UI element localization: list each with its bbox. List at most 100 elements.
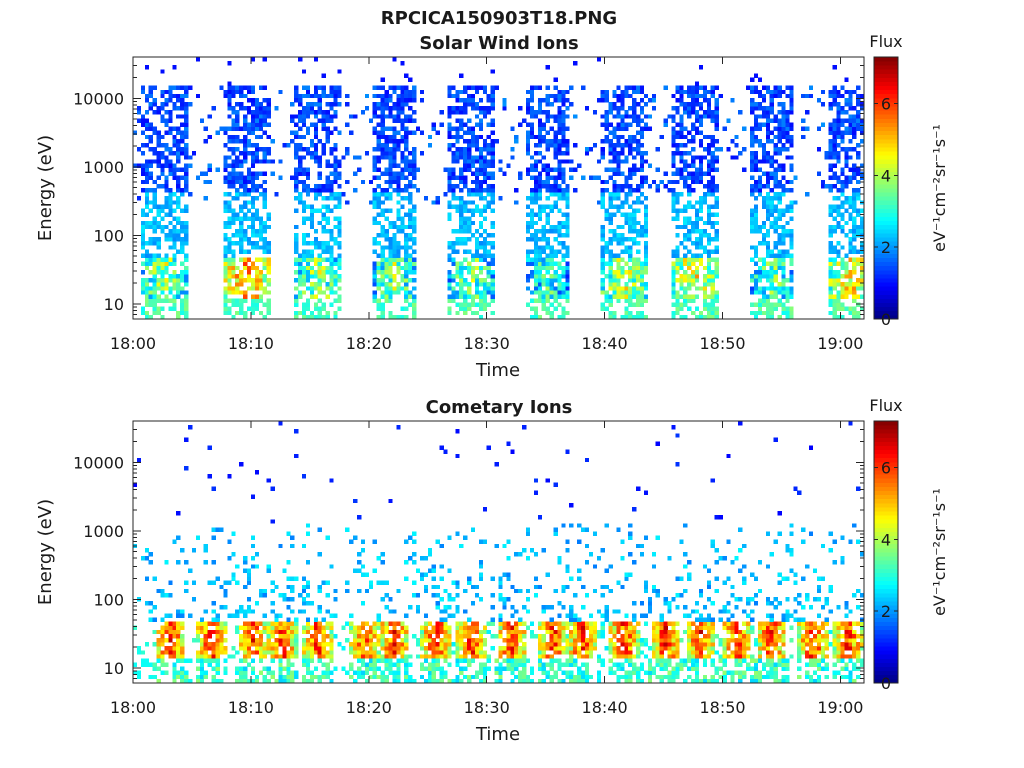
heatmap-cell [309,265,315,271]
heatmap-cell [243,294,248,299]
heatmap-cell [628,273,633,279]
heatmap-cell [243,674,248,680]
heatmap-cell [243,290,248,295]
heatmap-cell [400,118,405,123]
heatmap-cell [750,167,755,172]
heatmap-cell [376,233,381,238]
heatmap-cell [294,249,299,254]
heatmap-cell [785,253,790,258]
heatmap-cell [636,200,641,205]
heatmap-cell [333,97,338,103]
heatmap-cell [765,233,770,238]
heatmap-cell [761,290,767,295]
heatmap-cell [459,175,464,181]
heatmap-cell [565,188,570,193]
heatmap-cell [160,204,165,209]
heatmap-cell [687,265,692,271]
heatmap-cell [301,662,307,667]
heatmap-cell [545,183,550,189]
heatmap-cell [691,97,696,103]
heatmap-cell [561,126,566,131]
heatmap-cell [301,646,307,651]
colorbar-swatch [874,159,898,164]
heatmap-cell [860,138,865,144]
heatmap-cell [840,130,845,136]
heatmap-cell [789,142,794,148]
heatmap-cell [785,220,790,226]
heatmap-cell [184,306,189,312]
heatmap-cell [624,261,629,267]
heatmap-cell [478,314,484,320]
heatmap-cell [541,179,546,185]
heatmap-cell [679,102,684,107]
heatmap-cell [639,183,645,189]
heatmap-cell [140,228,146,234]
heatmap-cell [616,106,621,111]
heatmap-cell [750,106,755,111]
heatmap-cell [329,208,334,213]
heatmap-cell [168,192,173,197]
heatmap-cell [215,670,220,676]
heatmap-cell [698,114,704,119]
heatmap-cell [278,543,283,549]
heatmap-cell [698,138,704,144]
heatmap-cell [333,142,338,148]
heatmap-cell [706,294,712,299]
heatmap-cell [856,151,861,156]
heatmap-cell [286,642,291,647]
heatmap-cell [258,192,263,197]
heatmap-cell [164,257,169,262]
heatmap-cell [184,122,189,127]
heatmap-cell [372,200,377,205]
heatmap-cell [223,93,228,99]
heatmap-cell [474,167,480,172]
heatmap-cell [372,106,377,111]
heatmap-cell [262,204,267,209]
heatmap-cell [773,93,778,99]
heatmap-cell [702,314,708,320]
heatmap-cell [223,89,228,95]
heatmap-cell [490,163,495,168]
heatmap-cell [695,175,700,181]
heatmap-cell [148,89,153,95]
heatmap-cell [152,310,157,316]
heatmap-cell [832,138,837,144]
heatmap-cell [545,257,550,262]
heatmap-cell [840,188,845,193]
heatmap-cell [679,302,684,308]
heatmap-cell [380,290,385,295]
heatmap-cell [844,97,849,103]
heatmap-cell [301,629,307,635]
heatmap-cell [270,621,275,626]
heatmap-cell [773,302,778,308]
heatmap-cell [671,106,676,111]
heatmap-cell [856,224,861,230]
heatmap-cell [706,273,712,279]
heatmap-cell [553,298,558,303]
heatmap-cell [144,249,150,254]
heatmap-cell [317,175,322,181]
heatmap-cell [412,269,417,275]
heatmap-cell [757,273,763,279]
heatmap-cell [180,220,185,226]
heatmap-cell [376,93,381,99]
heatmap-cell [227,204,232,209]
heatmap-cell [140,89,146,95]
heatmap-cell [172,171,177,177]
heatmap-cell [557,278,562,283]
heatmap-cell [612,155,617,160]
heatmap-cell [164,560,169,565]
heatmap-cell [761,265,767,271]
heatmap-cell [702,134,708,140]
heatmap-cell [467,282,472,287]
heatmap-cell [384,93,389,99]
heatmap-cell [710,183,715,189]
heatmap-cell [176,613,181,618]
heatmap-cell [608,228,613,234]
heatmap-cell [557,138,562,144]
heatmap-cell [459,73,464,78]
heatmap-cell [557,147,562,152]
heatmap-cell [168,196,173,201]
heatmap-cell [412,151,417,156]
heatmap-cell [608,265,613,271]
